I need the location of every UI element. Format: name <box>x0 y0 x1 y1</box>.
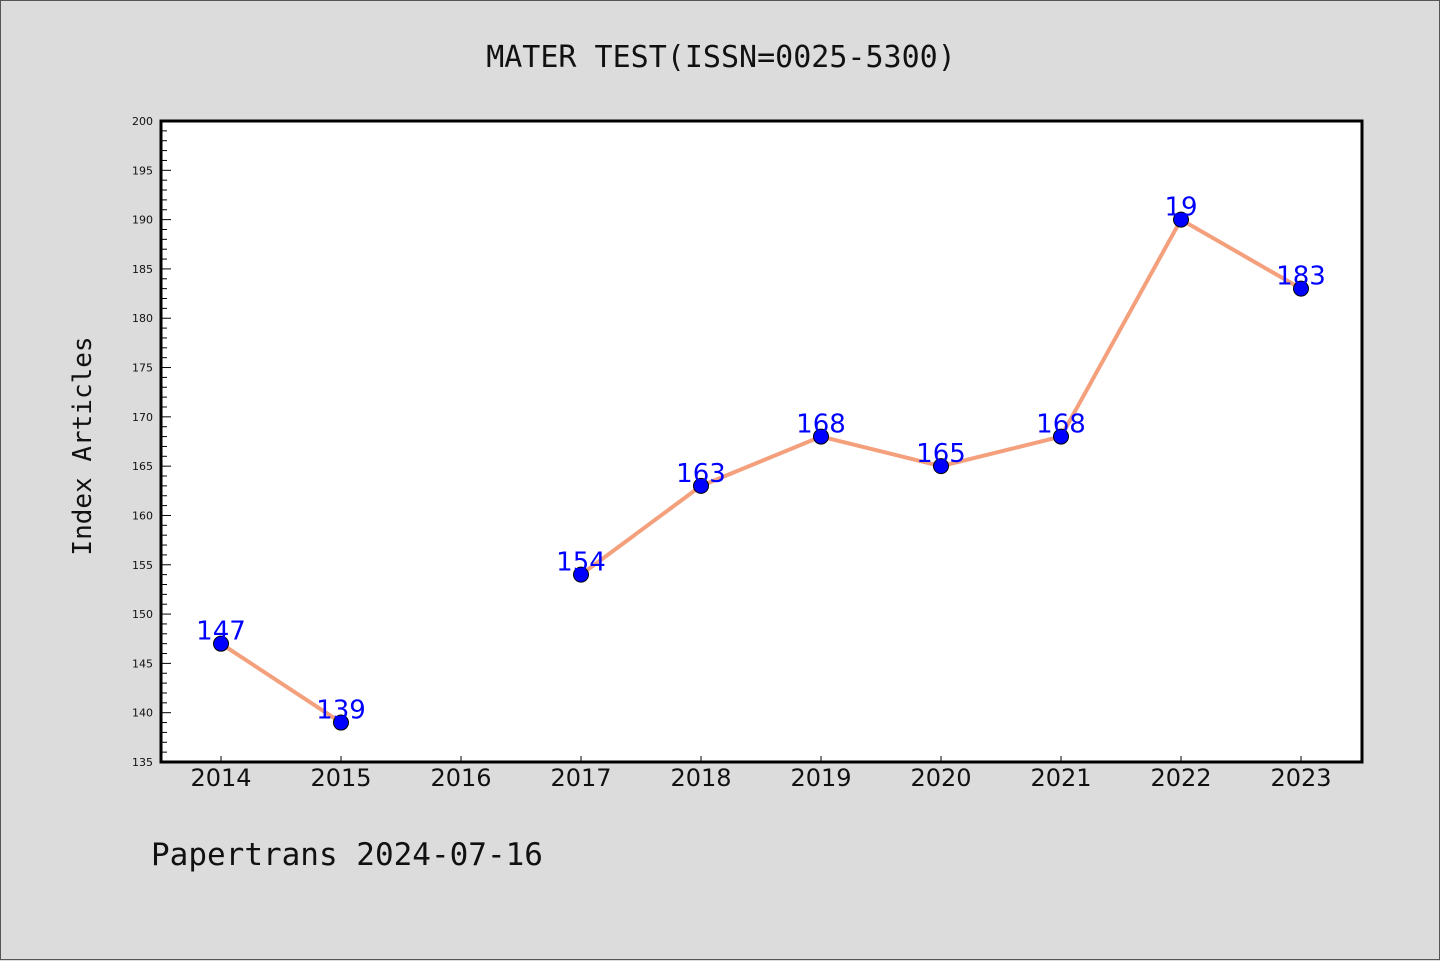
x-tick-label: 2014 <box>190 764 251 792</box>
data-label: 147 <box>196 617 246 647</box>
data-label: 183 <box>1276 262 1326 292</box>
y-tick-label: 145 <box>132 657 153 670</box>
data-labels: 147 139 154 163 168 165 168 19 183 <box>196 193 1326 726</box>
x-axis: 2014 2015 2016 2017 2018 2019 2020 2021 2022 2023 <box>190 756 1332 792</box>
x-tick-label: 2023 <box>1270 764 1331 792</box>
y-tick-label: 170 <box>132 411 153 424</box>
data-label: 139 <box>316 696 366 726</box>
x-tick-label: 2021 <box>1030 764 1091 792</box>
x-tick-label: 2022 <box>1150 764 1211 792</box>
data-label: 163 <box>676 459 726 489</box>
y-axis-label: Index Articles <box>68 336 98 555</box>
line-segment <box>219 641 343 725</box>
y-tick-label: 150 <box>132 608 153 621</box>
x-tick-label: 2017 <box>550 764 611 792</box>
plot-frame <box>159 119 1364 764</box>
x-tick-label: 2019 <box>790 764 851 792</box>
data-point <box>693 477 709 494</box>
plot-area <box>161 121 1362 762</box>
chart-title: MATER TEST(ISSN=0025-5300) <box>486 40 956 75</box>
y-tick-label: 140 <box>132 707 153 720</box>
data-label: 165 <box>916 439 966 469</box>
data-point <box>813 428 829 445</box>
y-axis: 135 140 145 150 155 160 165 170 175 180 185 190 195 2… <box>132 115 171 769</box>
data-point <box>1173 211 1189 228</box>
y-tick-label: 160 <box>132 509 153 522</box>
y-tick-label: 135 <box>132 756 153 769</box>
data-point <box>1053 428 1069 445</box>
data-point <box>1293 280 1309 297</box>
data-point <box>333 714 349 731</box>
x-tick-label: 2018 <box>670 764 731 792</box>
y-tick-label: 180 <box>132 312 153 325</box>
footer-text: Papertrans 2024-07-16 <box>151 837 543 873</box>
y-tick-label: 155 <box>132 559 153 572</box>
y-tick-label: 185 <box>132 263 153 276</box>
y-tick-label: 190 <box>132 214 153 227</box>
data-point <box>213 635 229 652</box>
data-label: 168 <box>796 410 846 440</box>
y-tick-label: 195 <box>132 164 153 177</box>
y-tick-label: 165 <box>132 460 153 473</box>
x-tick-label: 2016 <box>430 764 491 792</box>
data-point <box>573 566 589 583</box>
data-point <box>933 458 949 475</box>
data-label: 168 <box>1036 410 1086 440</box>
y-tick-label: 175 <box>132 362 153 375</box>
data-label: 19 <box>1164 193 1197 223</box>
data-label: 154 <box>556 548 606 578</box>
series-markers <box>213 211 1309 731</box>
x-tick-label: 2020 <box>910 764 971 792</box>
y-tick-label: 200 <box>132 115 153 128</box>
x-tick-label: 2015 <box>310 764 371 792</box>
